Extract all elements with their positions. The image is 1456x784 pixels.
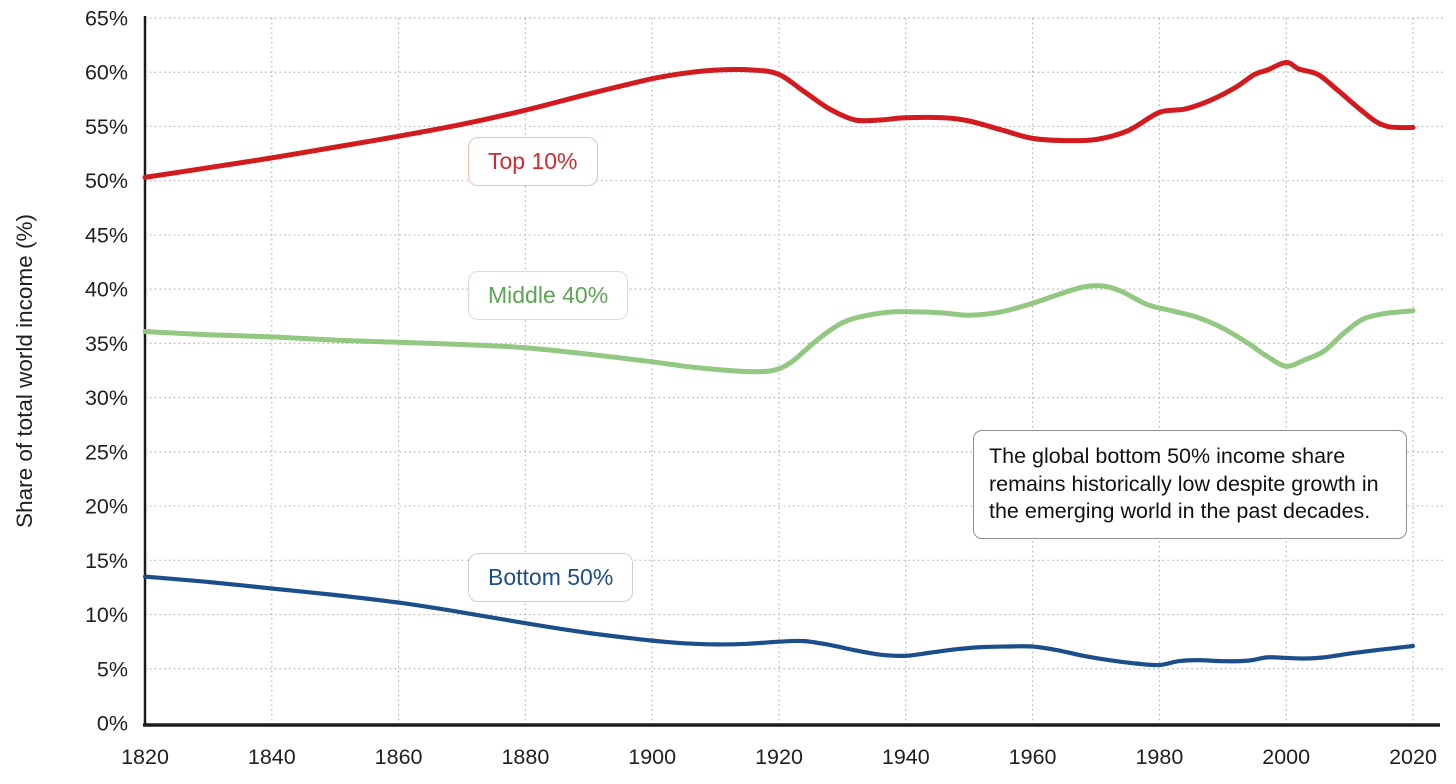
axes [143, 16, 1440, 727]
y-tick-5: 5% [97, 657, 128, 681]
annotation-box: The global bottom 50% income share remai… [973, 430, 1407, 539]
line-bottom-50- [142, 574, 1416, 668]
y-tick-15: 15% [85, 549, 128, 573]
y-tick-25: 25% [85, 440, 128, 464]
x-tick-1920: 1920 [755, 745, 803, 769]
y-tick-0: 0% [97, 712, 128, 736]
x-tick-1900: 1900 [628, 745, 676, 769]
y-tick-20: 20% [85, 495, 128, 519]
gridlines [145, 17, 1444, 723]
x-tick-1820: 1820 [121, 745, 169, 769]
y-tick-55: 55% [85, 115, 128, 139]
x-tick-1940: 1940 [882, 745, 930, 769]
tick-labels: 0% 5% 10% 15% 20% 25% 30% 35% 40% 45% 50% 55% 60% 65%… [85, 7, 1437, 770]
y-tick-35: 35% [85, 332, 128, 356]
y-tick-50: 50% [85, 169, 128, 193]
line-middle-40- [142, 283, 1416, 375]
y-axis-title: Share of total world income (%) [12, 214, 37, 528]
x-tick-2020: 2020 [1389, 745, 1437, 769]
x-tick-2000: 2000 [1262, 745, 1310, 769]
x-tick-1880: 1880 [501, 745, 549, 769]
x-tick-1980: 1980 [1135, 745, 1183, 769]
series-label-top-10: Top 10% [468, 137, 598, 187]
x-tick-1840: 1840 [248, 745, 296, 769]
series-label-bottom-50: Bottom 50% [468, 553, 634, 603]
series-lines [142, 60, 1416, 668]
y-tick-30: 30% [85, 386, 128, 410]
series-label-middle-40: Middle 40% [468, 271, 629, 321]
y-tick-65: 65% [85, 7, 128, 31]
y-tick-10: 10% [85, 603, 128, 627]
x-tick-1860: 1860 [375, 745, 423, 769]
y-tick-40: 40% [85, 278, 128, 302]
y-tick-60: 60% [85, 61, 128, 85]
x-tick-1960: 1960 [1009, 745, 1057, 769]
line-top-10- [142, 60, 1416, 180]
y-tick-45: 45% [85, 223, 128, 247]
